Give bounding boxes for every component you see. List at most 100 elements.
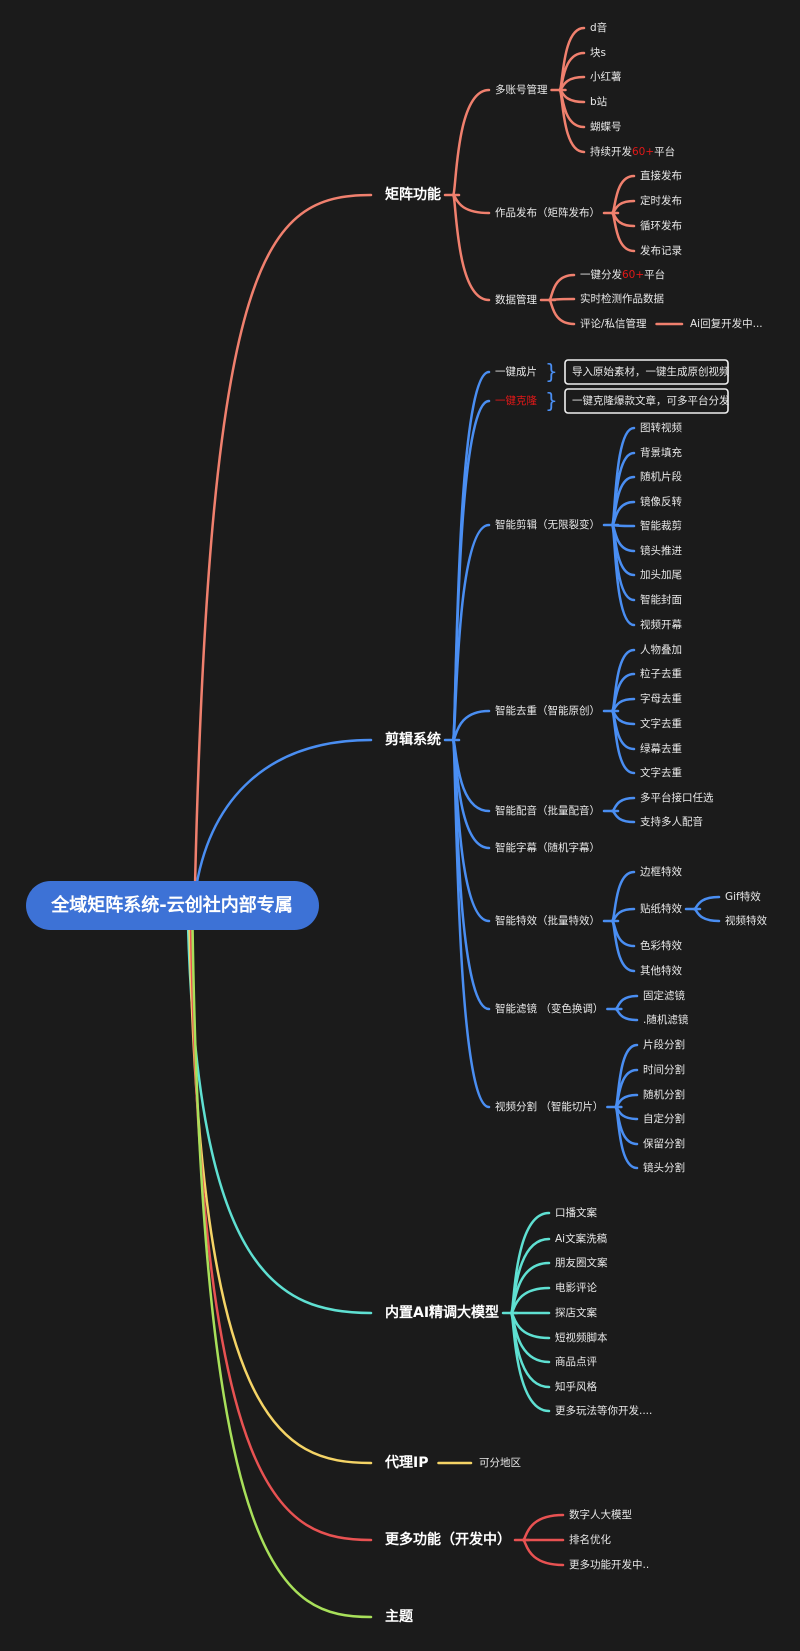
node-level3[interactable]: 保留分割 [643,1137,685,1150]
node-level2[interactable]: 探店文案 [555,1306,597,1319]
node-level3[interactable]: 随机片段 [640,470,682,483]
node-level3[interactable]: b站 [590,95,608,108]
node-level2[interactable]: Ai文案洗稿 [555,1232,607,1245]
node-level2[interactable]: 一键成片 [495,365,537,378]
node-level2[interactable]: 可分地区 [479,1456,521,1469]
node-level3[interactable]: 循环发布 [640,219,682,232]
node-level3[interactable]: 智能封面 [640,593,682,606]
node-level2[interactable]: 智能配音（批量配音） [495,804,600,817]
connector-line [451,193,491,215]
connector-line [610,796,636,813]
node-level3[interactable]: 小红薯 [590,70,622,83]
node-level3[interactable]: 图转视频 [640,421,682,434]
node-level3[interactable]: 粒子去重 [640,667,682,680]
node-level2[interactable]: 更多玩法等你开发.... [555,1404,652,1417]
node-level2[interactable]: 多账号管理 [495,83,548,96]
node-level3[interactable]: 色彩特效 [640,939,682,952]
node-level2[interactable]: 朋友圈文案 [555,1256,608,1269]
node-level3[interactable]: 视频特效 [725,914,767,927]
node-level3[interactable]: 字母去重 [640,692,682,705]
node-level3[interactable]: 随机分割 [643,1088,685,1101]
branch-node[interactable]: 内置AI精调大模型 [385,1304,499,1321]
node-level2[interactable]: 视频分割 （智能切片） [495,1100,603,1113]
node-level2[interactable]: 数据管理 [495,293,537,306]
connector-line [451,709,491,742]
node-level3[interactable]: 固定滤镜 [643,989,685,1002]
branch-node[interactable]: 代理IP [384,1454,428,1471]
branch-node[interactable]: 矩阵功能 [385,186,441,203]
node-level3[interactable]: 块s [590,47,606,59]
node-level3[interactable]: 片段分割 [643,1038,685,1051]
connector-lines [186,26,721,1619]
node-level3[interactable]: 背景填充 [640,446,682,459]
node-level2[interactable]: 更多功能开发中.. [569,1558,649,1571]
root-node[interactable]: 全域矩阵系统-云创社内部专属 [26,881,319,930]
node-level3[interactable]: 定时发布 [640,194,682,207]
brace-icon: } [545,360,558,384]
branch-line [188,923,373,1465]
node-level3[interactable]: d音 [590,21,607,34]
node-level2[interactable]: 数字人大模型 [569,1508,632,1521]
node-level3[interactable]: 镜像反转 [640,495,682,508]
suffix-text: 平台 [654,145,675,158]
node-level2[interactable]: 排名优化 [569,1533,611,1546]
node-level2[interactable]: 智能去重（智能原创） [495,704,600,717]
node-level2[interactable]: 智能字幕（随机字幕） [495,841,600,854]
connector-line [610,809,636,824]
node-level3[interactable]: 持续开发60+平台 [590,145,675,158]
node-level3[interactable]: 其他特效 [640,964,682,977]
connector-line [692,895,721,911]
node-level2[interactable]: 电影评论 [555,1281,597,1294]
node-level3[interactable]: 评论/私信管理 [580,317,647,330]
connector-line [521,1538,565,1567]
node-level3[interactable]: Ai回复开发中... [690,317,763,330]
node-level3[interactable]: 视频开幕 [640,618,682,631]
connector-line [451,738,491,1109]
node-level2[interactable]: 智能特效（批量特效） [495,914,600,927]
connector-line [451,88,491,197]
node-level3[interactable]: Gif特效 [725,890,761,903]
highlight-text: 60+ [632,146,654,158]
node-level2[interactable]: 口播文案 [555,1206,597,1219]
node-level3[interactable]: 文字去重 [640,766,682,779]
connector-line [610,870,636,923]
node-level3[interactable]: 时间分割 [643,1063,685,1076]
node-level2[interactable]: 商品点评 [555,1355,597,1368]
node-level3[interactable]: .随机滤镜 [643,1013,689,1026]
connector-line [547,273,576,302]
node-level3[interactable]: 智能裁剪 [640,519,682,532]
connector-line [610,523,636,627]
note-box [564,388,729,414]
connector-line [547,298,576,326]
node-level3[interactable]: 一键分发60+平台 [580,268,665,281]
node-level3[interactable]: 蝴蝶号 [590,120,622,133]
node-level3[interactable]: 贴纸特效 [640,902,682,915]
node-level2[interactable]: 智能滤镜 （变色换调） [495,1002,603,1015]
connector-line [610,709,636,775]
node-level3[interactable]: 绿幕去重 [640,742,682,755]
node-level2[interactable]: 知乎风格 [555,1380,597,1393]
node-level3[interactable]: 自定分割 [643,1112,685,1125]
node-level3[interactable]: 加头加尾 [640,569,682,581]
node-level3[interactable]: 文字去重 [640,717,682,730]
node-level2[interactable]: 作品发布（矩阵发布） [495,206,600,219]
connector-line [451,523,491,742]
branch-node[interactable]: 剪辑系统 [385,731,441,748]
branch-node[interactable]: 主题 [385,1608,414,1625]
node-level2[interactable]: 智能剪辑（无限裂变） [495,518,600,531]
node-level3[interactable]: 支持多人配音 [640,815,703,828]
node-level3[interactable]: 边框特效 [640,865,682,878]
node-level2[interactable]: 一键克隆 [495,394,537,407]
node-level3[interactable]: 发布记录 [640,244,682,257]
connector-line [614,1105,639,1170]
connector-line [610,211,636,253]
node-level3[interactable]: 直接发布 [640,169,682,182]
node-level3[interactable]: 多平台接口任选 [640,791,714,804]
node-level3[interactable]: 镜头分割 [643,1161,685,1174]
node-level3[interactable]: 镜头推进 [640,544,682,557]
branch-node[interactable]: 更多功能（开发中） [385,1531,511,1548]
node-level3[interactable]: 实时检测作品数据 [580,292,664,305]
node-level3[interactable]: 人物叠加 [640,643,682,656]
node-level2[interactable]: 短视频脚本 [555,1331,608,1344]
